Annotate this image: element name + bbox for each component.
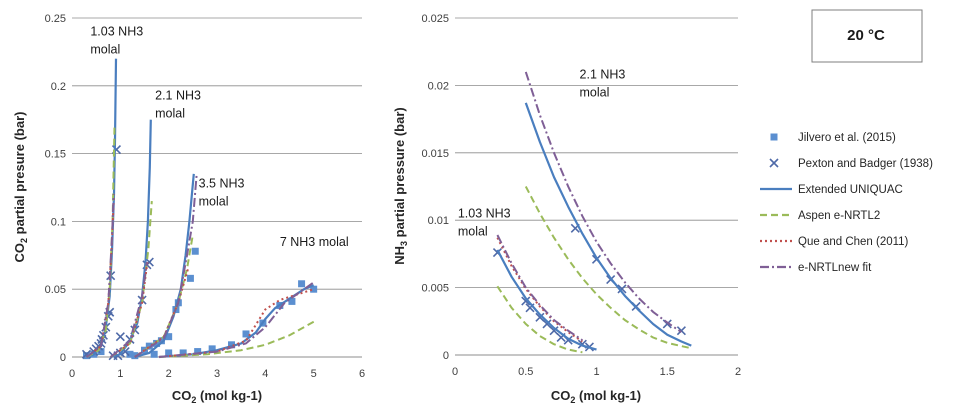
data-point-cross bbox=[521, 296, 531, 306]
y-tick-label: 0.025 bbox=[421, 13, 449, 25]
data-point-square bbox=[194, 348, 202, 356]
data-point-square bbox=[242, 330, 250, 338]
x-tick-label: 3 bbox=[214, 368, 220, 380]
legend-entry: Aspen e-NRTL2 bbox=[760, 210, 880, 222]
data-point-square bbox=[165, 333, 173, 341]
y-tick-label: 0.015 bbox=[421, 148, 449, 160]
data-point-square bbox=[145, 342, 153, 350]
series-line-solid bbox=[110, 119, 152, 359]
y-axis-label: NH3 partial pressure (bar) bbox=[392, 107, 409, 264]
right-chart: 0 0.005 0.01 0.015 0.02 0.025 0 0.5 1 1.5 2 CO2 (mo… bbox=[392, 13, 741, 405]
legend-label: Jilvero et al. (2015) bbox=[798, 132, 896, 144]
legend-entry: Jilvero et al. (2015) bbox=[770, 132, 896, 144]
data-point-square bbox=[157, 337, 165, 345]
data-point-square bbox=[191, 247, 199, 255]
series-line-dashdot bbox=[85, 194, 115, 358]
series-annotation: 2.1 NH3 molal bbox=[580, 68, 626, 100]
series-line-dotted bbox=[496, 237, 583, 343]
data-point-square bbox=[179, 349, 187, 357]
y-tick-label: 0 bbox=[443, 350, 449, 362]
x-tick-label: 0 bbox=[452, 366, 458, 378]
x-tick-label: 2 bbox=[166, 368, 172, 380]
legend-label: Pexton and Badger (1938) bbox=[798, 158, 933, 170]
data-point-cross bbox=[535, 312, 545, 322]
series-line-dashed bbox=[524, 186, 692, 350]
series-line-solid bbox=[496, 249, 597, 351]
legend-entry: e-NRTLnew fit bbox=[760, 262, 872, 274]
data-point-square bbox=[126, 350, 134, 358]
data-point-square bbox=[150, 350, 158, 358]
temperature-badge: 20 °C bbox=[811, 9, 923, 63]
data-point-cross bbox=[676, 326, 686, 336]
series-line-dashed bbox=[158, 320, 315, 358]
data-point-square bbox=[131, 352, 139, 360]
data-point-cross bbox=[115, 332, 125, 342]
data-point-square bbox=[298, 280, 306, 288]
y-tick-label: 0.2 bbox=[51, 81, 66, 93]
data-point-cross bbox=[617, 284, 627, 294]
data-point-square bbox=[186, 274, 194, 282]
legend-label: Aspen e-NRTL2 bbox=[798, 210, 880, 222]
x-tick-label: 6 bbox=[359, 368, 365, 380]
series-line-dashdot bbox=[110, 261, 148, 358]
series-line-dashed bbox=[86, 126, 116, 358]
y-tick-label: 0.01 bbox=[428, 215, 449, 227]
series-line-solid bbox=[158, 284, 315, 359]
x-tick-label: 0.5 bbox=[518, 366, 533, 378]
series-line-dashed bbox=[496, 285, 583, 354]
series-annotation: 2.1 NH3 molal bbox=[155, 88, 201, 120]
x-tick-label: 1.5 bbox=[660, 366, 675, 378]
legend-label: Extended UNIQUAC bbox=[798, 184, 903, 196]
data-point-square bbox=[97, 348, 105, 356]
legend-entry: Extended UNIQUAC bbox=[760, 184, 903, 196]
data-point-square bbox=[208, 345, 216, 353]
y-tick-label: 0.005 bbox=[421, 283, 449, 295]
series-annotation: 1.03 NH3 molal bbox=[90, 25, 143, 57]
series-annotation: 7 NH3 molal bbox=[280, 235, 349, 249]
y-tick-label: 0.25 bbox=[45, 13, 66, 25]
y-tick-label: 0.05 bbox=[45, 284, 66, 296]
x-tick-label: 4 bbox=[262, 368, 268, 380]
legend: Jilvero et al. (2015) Pexton and Badger (… bbox=[760, 132, 933, 274]
legend-entry: Que and Chen (2011) bbox=[760, 236, 909, 248]
data-point-square bbox=[288, 297, 296, 305]
y-tick-label: 0.02 bbox=[428, 80, 449, 92]
x-axis-label: CO2 (mol kg-1) bbox=[551, 388, 641, 405]
temperature-label: 20 °C bbox=[847, 27, 885, 44]
data-point-cross bbox=[542, 319, 552, 329]
legend-label: e-NRTLnew fit bbox=[798, 262, 872, 274]
data-point-square bbox=[83, 352, 90, 360]
legend-marker-cross bbox=[769, 158, 779, 168]
series-annotation: 1.03 NH3 molal bbox=[458, 207, 511, 239]
series-line-dashdot bbox=[524, 71, 682, 333]
legend-marker-square bbox=[770, 133, 778, 141]
legend-entry: Pexton and Badger (1938) bbox=[769, 158, 933, 170]
x-tick-label: 2 bbox=[735, 366, 741, 378]
left-chart: 0 0.05 0.1 0.15 0.2 0.25 0 1 2 3 4 5 6 CO2 (mol kg-1)… bbox=[12, 13, 365, 405]
data-point-square bbox=[310, 285, 318, 293]
y-axis-label: CO2 partial presure (bar) bbox=[12, 112, 29, 263]
series-line-dashdot bbox=[496, 234, 583, 342]
x-tick-label: 5 bbox=[311, 368, 317, 380]
data-point-square bbox=[165, 349, 173, 357]
x-tick-label: 1 bbox=[117, 368, 123, 380]
y-tick-label: 0.1 bbox=[51, 216, 66, 228]
x-axis-label: CO2 (mol kg-1) bbox=[172, 388, 262, 405]
y-tick-label: 0.15 bbox=[45, 149, 66, 161]
x-tick-label: 0 bbox=[69, 368, 75, 380]
x-tick-label: 1 bbox=[593, 366, 599, 378]
data-point-square bbox=[228, 341, 235, 349]
legend-label: Que and Chen (2011) bbox=[798, 236, 909, 248]
data-point-cross bbox=[549, 326, 559, 336]
series-annotation: 3.5 NH3 molal bbox=[199, 177, 245, 209]
series-line-solid bbox=[524, 102, 692, 347]
y-tick-label: 0 bbox=[60, 352, 66, 364]
